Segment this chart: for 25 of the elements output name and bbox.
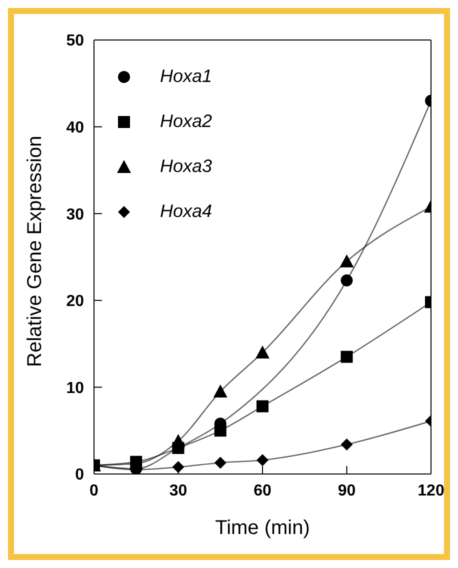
point <box>172 461 184 474</box>
point <box>256 400 268 412</box>
point <box>256 345 270 358</box>
x-tick-label: 60 <box>254 482 272 500</box>
legend-label: Hoxa1 <box>160 66 212 87</box>
y-tick-label: 10 <box>66 380 84 397</box>
x-tick-label: 90 <box>338 482 356 500</box>
point <box>256 454 268 466</box>
y-tick-label: 30 <box>66 206 84 224</box>
x-tick-label: 30 <box>169 482 188 500</box>
x-tick-label: 120 <box>418 482 444 500</box>
legend-label: Hoxa3 <box>160 156 212 177</box>
point <box>213 384 228 398</box>
y-axis-title: Relative Gene Expression <box>24 136 46 367</box>
legend-label: Hoxa4 <box>160 201 212 222</box>
y-tick-label: 40 <box>66 119 84 136</box>
legend-label: Hoxa2 <box>160 111 212 132</box>
y-tick-label: 20 <box>66 293 84 310</box>
x-axis-title: Time (min) <box>215 517 310 539</box>
point <box>214 456 226 469</box>
point <box>214 424 226 437</box>
y-tick-label: 50 <box>66 32 84 50</box>
y-tick-label: 0 <box>75 466 84 484</box>
x-tick-label: 0 <box>90 482 99 500</box>
point <box>171 434 186 448</box>
